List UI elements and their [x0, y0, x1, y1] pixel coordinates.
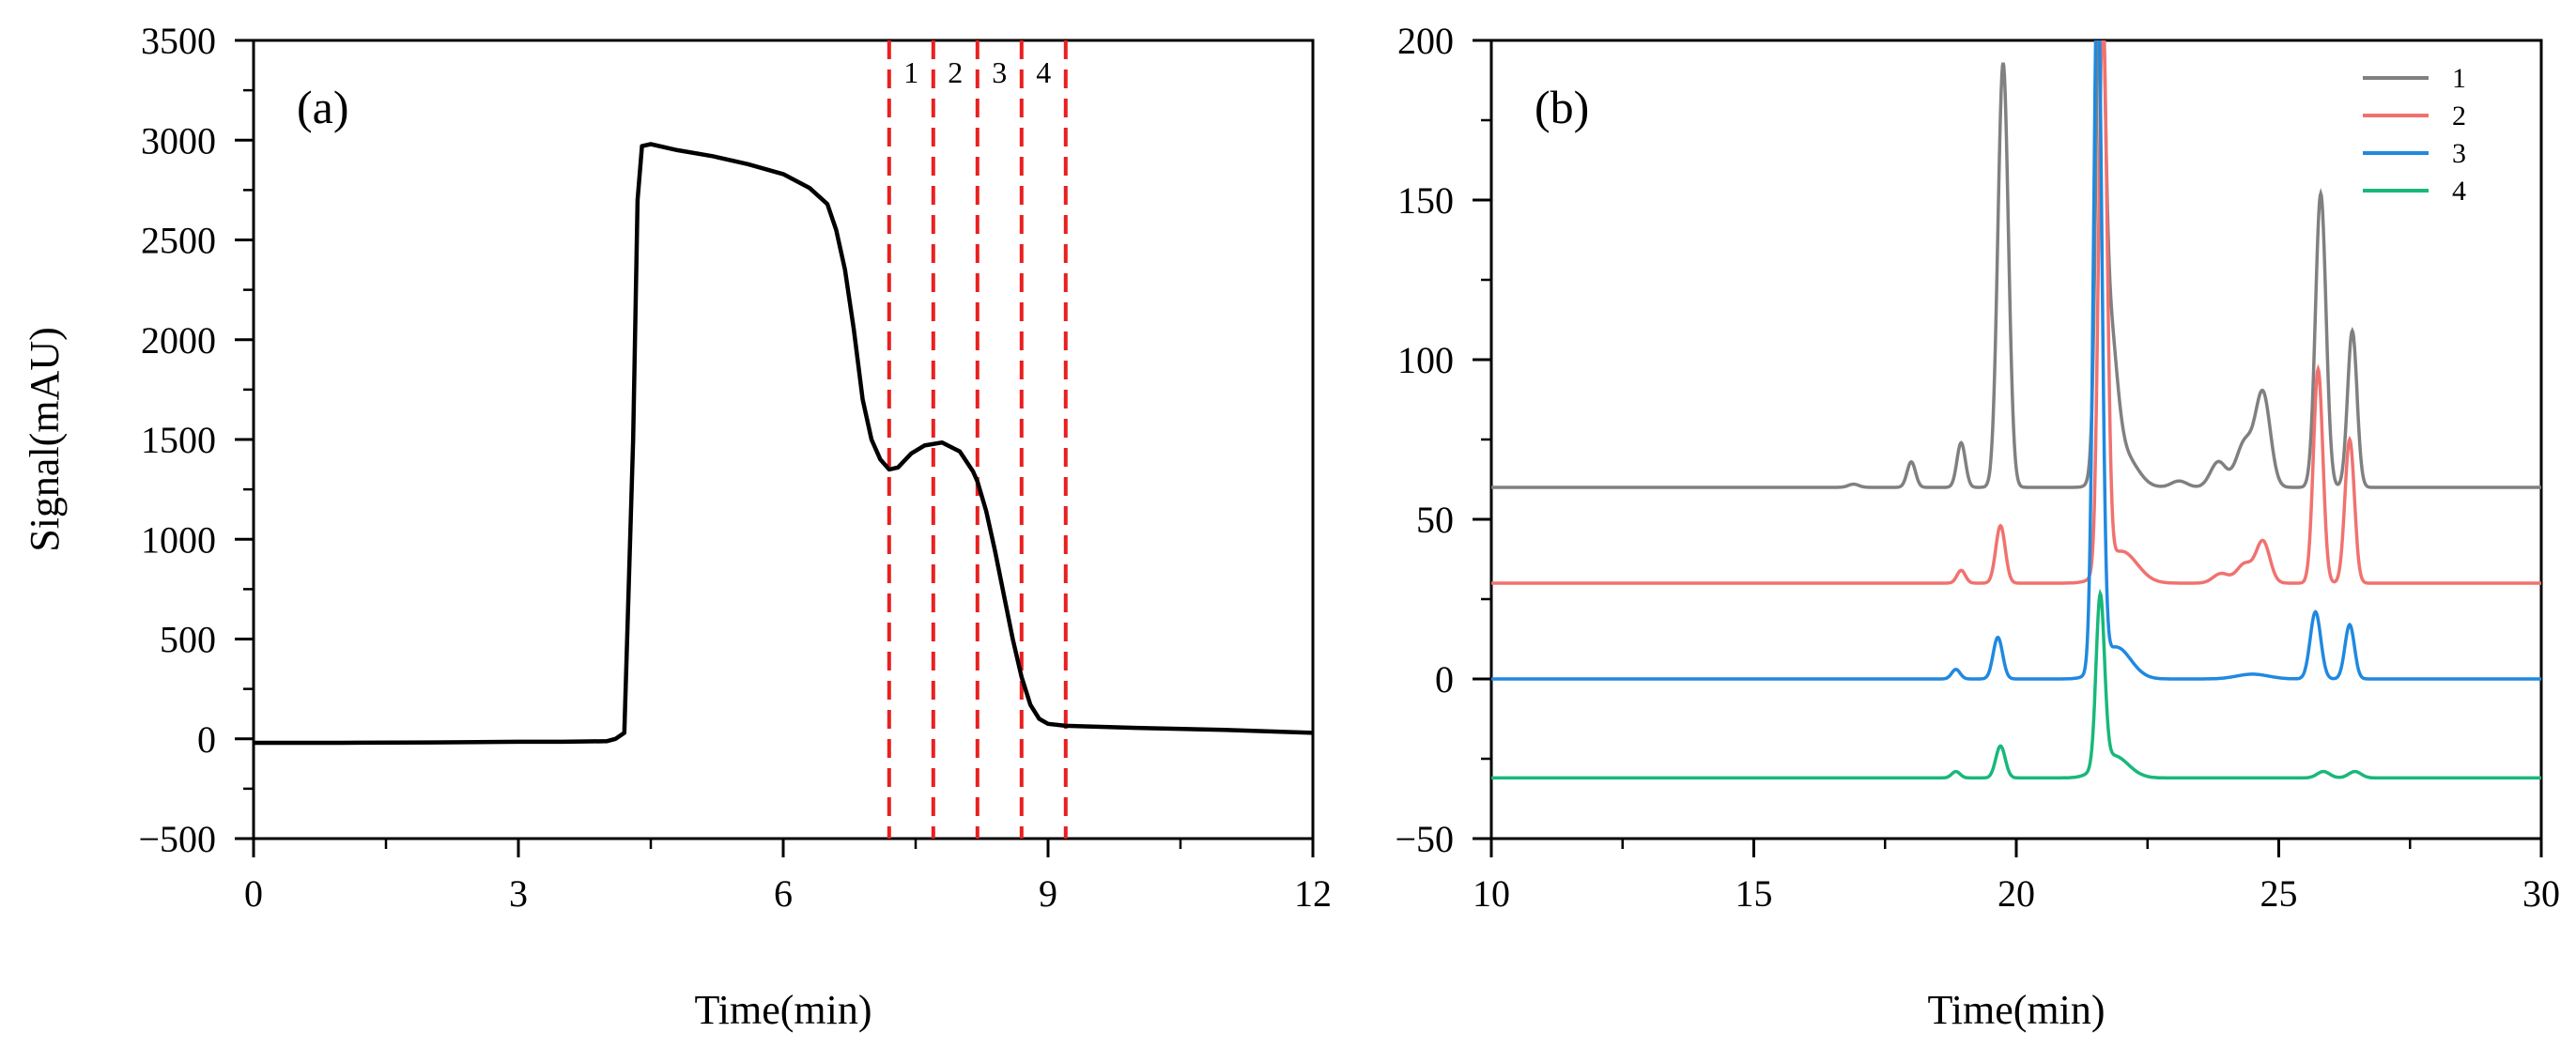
y-tick-label: 3000: [141, 119, 216, 162]
chromatogram-line-1: [1491, 40, 2541, 489]
x-tick-label: 6: [774, 872, 793, 915]
y-tick-label: 1000: [141, 518, 216, 561]
x-tick-label: 30: [2522, 872, 2560, 915]
x-tick-label: 0: [244, 872, 263, 915]
panel-a: 0 3 6 9 12 −500 0 500 1000 1500 2000 2500 3000 3500 Ti…: [22, 20, 1332, 1033]
x-axis-title: Time(min): [694, 987, 872, 1033]
x-tick-label: 3: [509, 872, 528, 915]
x-tick-label: 25: [2260, 872, 2298, 915]
legend-label-1: 1: [2452, 63, 2466, 94]
y-tick-label: 1500: [141, 419, 216, 461]
y-axis-title: Signal(mAU): [22, 327, 68, 552]
panel-b: 10 15 20 25 30 −50 0 50 100 150 200 Time(min) (b) 1 2 3…: [1395, 20, 2560, 1033]
x-axis-title: Time(min): [1927, 987, 2105, 1033]
y-tick-label: 200: [1397, 20, 1454, 62]
signal-line: [254, 142, 1314, 746]
chromatogram-line-3: [1491, 40, 2541, 681]
x-tick-label: 12: [1294, 872, 1332, 915]
region-label-2: 2: [948, 55, 963, 89]
y-tick-label: 2500: [141, 220, 216, 262]
legend-label-2: 2: [2452, 100, 2466, 131]
region-label-3: 3: [992, 55, 1007, 89]
region-label-1: 1: [903, 55, 918, 89]
x-tick-label: 20: [1998, 872, 2035, 915]
y-tick-label: −50: [1395, 818, 1454, 860]
plot-frame: [1489, 39, 2543, 840]
y-tick-label: 0: [1435, 658, 1454, 701]
legend-label-4: 4: [2452, 176, 2466, 207]
x-tick-label: 9: [1039, 872, 1057, 915]
region-label-4: 4: [1036, 55, 1051, 89]
y-tick-label: 100: [1397, 339, 1454, 381]
y-tick-label: −500: [138, 818, 216, 860]
plot-frame: [252, 39, 1315, 840]
y-tick-label: 2000: [141, 319, 216, 362]
y-tick-label: 500: [160, 619, 216, 661]
legend: 1 2 3 4: [2363, 63, 2466, 207]
x-tick-label: 10: [1473, 872, 1510, 915]
y-tick-label: 3500: [141, 20, 216, 62]
panel-label: (a): [297, 81, 349, 133]
y-tick-label: 0: [197, 718, 216, 761]
panel-label: (b): [1535, 81, 1589, 133]
chromatogram-line-4: [1491, 588, 2541, 780]
y-tick-label: 150: [1397, 179, 1454, 222]
x-tick-label: 15: [1735, 872, 1773, 915]
chromatogram-line-2: [1491, 40, 2541, 585]
legend-label-3: 3: [2452, 138, 2466, 169]
y-tick-label: 50: [1416, 499, 1454, 541]
